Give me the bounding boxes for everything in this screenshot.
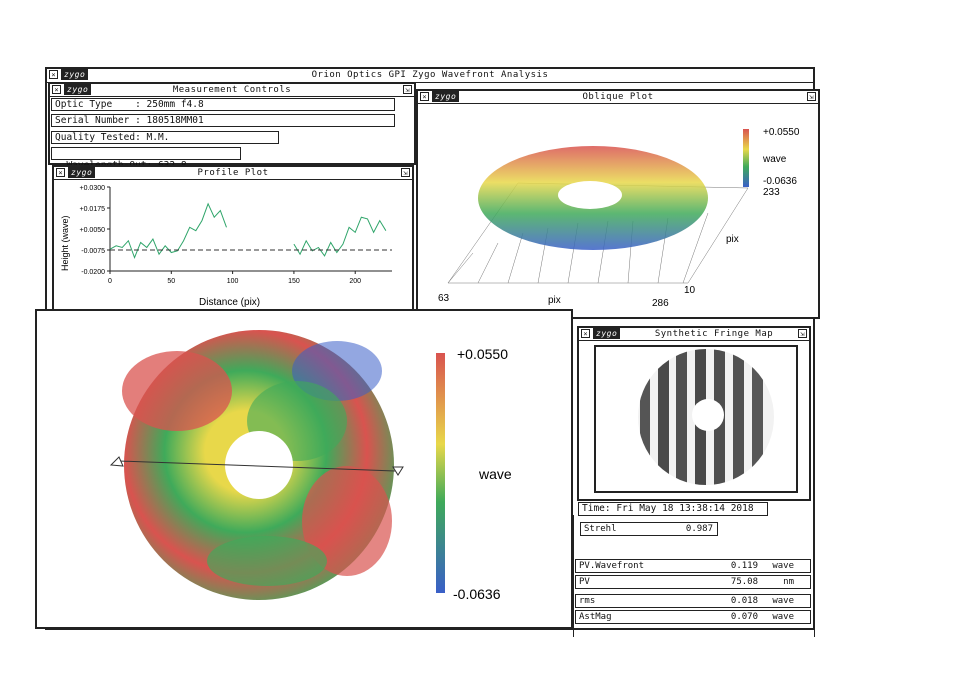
profile-plot-panel: Profile Plot × zygo ⇲ [52, 165, 414, 313]
profile-ytick-label: +0.0300 [80, 185, 106, 192]
result-value: 75.08 [730, 577, 758, 587]
surface-map-disc [122, 330, 394, 600]
zygo-logo: zygo [64, 84, 92, 95]
close-icon[interactable]: × [420, 92, 429, 101]
oblique-legend-max: +0.0550 [763, 127, 800, 138]
profile-xtick-label: 200 [349, 278, 361, 285]
oblique-3d-plot: +0.0550 wave -0.0636 233 pix pix 63 286 … [438, 127, 800, 309]
oblique-tick-286: 286 [652, 298, 669, 309]
profile-ytick-label: -0.0200 [81, 269, 105, 276]
profile-ytick-label: +0.0175 [80, 206, 106, 213]
oblique-axis-pix-right: pix [726, 234, 739, 245]
profile-ytick-label: -0.0075 [81, 248, 105, 255]
oblique-legend [743, 129, 749, 187]
result-label: PV.Wavefront [579, 561, 645, 571]
result-row: rms 0.018 wave [575, 594, 811, 608]
maximize-icon[interactable]: ⇲ [798, 329, 807, 338]
profile-xtick-label: 100 [227, 278, 239, 285]
result-row: PV.Wavefront 0.119 wave [575, 559, 811, 573]
maximize-icon[interactable]: ⇲ [401, 168, 410, 177]
oblique-legend-min: -0.0636 [763, 176, 797, 187]
window-title: Orion Optics GPI Zygo Wavefront Analysis [311, 70, 549, 80]
zygo-logo: zygo [593, 328, 621, 339]
result-unit: wave [772, 612, 794, 622]
profile-series-line-2 [293, 216, 387, 257]
measurement-controls-title: Measurement Controls [172, 85, 292, 95]
result-value: 0.018 [730, 596, 758, 606]
result-label: PV [579, 577, 590, 587]
profile-ylabel: Height (wave) [60, 215, 70, 271]
result-label: rms [579, 596, 596, 606]
zygo-logo: zygo [61, 69, 89, 80]
oblique-legend-unit: wave [762, 154, 787, 165]
oblique-z-label: 233 [763, 187, 780, 198]
oblique-surface-ring [478, 146, 708, 250]
result-unit: wave [772, 561, 794, 571]
serial-number-field[interactable]: Serial Number : 180518MM01 [51, 114, 395, 127]
profile-plot-titlebar: Profile Plot [54, 167, 412, 180]
maximize-icon[interactable]: ⇲ [403, 85, 412, 94]
close-icon[interactable]: × [52, 85, 61, 94]
surface-scale-min: -0.0636 [453, 586, 501, 602]
profile-plot-title: Profile Plot [197, 168, 269, 178]
surface-map-color-scale [436, 353, 445, 593]
fringe-map-title: Synthetic Fringe Map [654, 329, 774, 339]
result-row: PV 75.08 nm [575, 575, 811, 589]
profile-plot-chart: Height (wave) Distance (pix) +0.0300 +0.0… [60, 185, 392, 308]
wavelength-field[interactable]: Wavelength-Out: 632.8 nm [51, 147, 241, 183]
profile-line-marker[interactable] [109, 456, 404, 476]
oblique-tick-10: 10 [684, 285, 696, 296]
profile-xtick-label: 50 [167, 278, 175, 285]
fringe-map-titlebar: Synthetic Fringe Map [579, 328, 809, 341]
strehl-row: Strehl 0.987 [580, 522, 718, 536]
profile-series-line-1 [109, 202, 227, 259]
maximize-icon[interactable]: ⇲ [807, 92, 816, 101]
fringe-center-hole [692, 399, 724, 431]
optic-type-field[interactable]: Optic Type : 250mm f4.8 [51, 98, 395, 111]
surface-scale-unit: wave [478, 466, 512, 482]
result-unit: wave [772, 596, 794, 606]
info-panel [573, 515, 815, 637]
oblique-plot-titlebar: Oblique Plot [418, 91, 818, 104]
strehl-value: 0.987 [685, 524, 713, 534]
zygo-logo: zygo [432, 91, 460, 102]
profile-ytick-label: +0.0050 [80, 227, 106, 234]
measurement-controls-titlebar: Measurement Controls [50, 84, 414, 97]
close-icon[interactable]: × [581, 329, 590, 338]
surface-map: +0.0550 wave -0.0636 [109, 330, 512, 602]
profile-xlabel: Distance (pix) [199, 297, 260, 308]
close-icon[interactable]: × [49, 70, 58, 79]
strehl-label: Strehl [584, 524, 617, 534]
oblique-tick-63: 63 [438, 293, 450, 304]
fringe-map [638, 349, 774, 485]
time-field: Time: Fri May 18 13:38:14 2018 [578, 502, 768, 516]
result-value: 0.070 [730, 612, 758, 622]
oblique-plot-title: Oblique Plot [582, 92, 654, 102]
profile-xtick-label: 0 [108, 278, 112, 285]
result-label: AstMag [579, 612, 612, 622]
oblique-axis-pix-bottom: pix [548, 295, 561, 306]
surface-scale-max: +0.0550 [457, 346, 508, 362]
main-titlebar: Orion Optics GPI Zygo Wavefront Analysis [47, 69, 813, 83]
quality-tested-field[interactable]: Quality Tested: M.M. [51, 131, 279, 144]
profile-xtick-label: 150 [288, 278, 300, 285]
result-unit: nm [783, 577, 794, 587]
close-icon[interactable]: × [56, 168, 65, 177]
zygo-logo: zygo [68, 167, 96, 178]
result-value: 0.119 [730, 561, 758, 571]
result-row: AstMag 0.070 wave [575, 610, 811, 624]
